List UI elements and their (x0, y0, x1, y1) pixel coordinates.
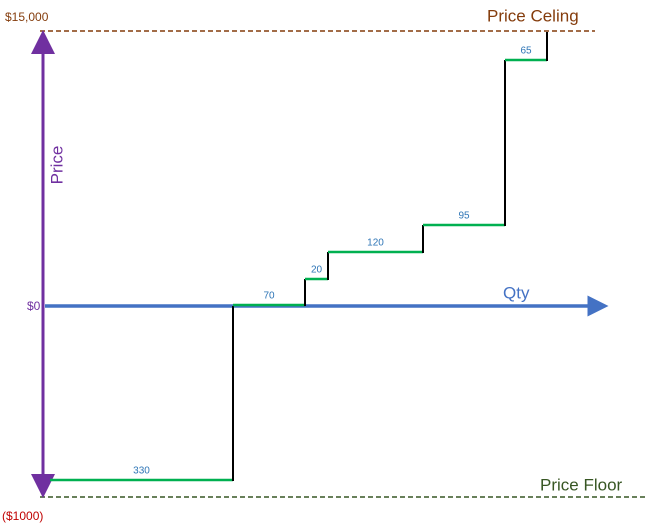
floor-label: Price Floor (540, 475, 623, 494)
step-label: 120 (367, 238, 384, 249)
x-axis-label: Qty (503, 283, 530, 302)
ceiling-label: Price Celing (487, 6, 579, 25)
zero-price: $0 (27, 299, 41, 313)
step-label: 95 (458, 211, 470, 222)
step-label: 70 (263, 291, 275, 302)
top-price: $15,000 (5, 10, 49, 24)
step-label: 330 (133, 466, 150, 477)
y-axis-label: Price (47, 146, 66, 185)
step-label: 65 (520, 46, 532, 57)
bottom-price: ($1000) (2, 509, 43, 523)
step-label: 20 (311, 265, 323, 276)
